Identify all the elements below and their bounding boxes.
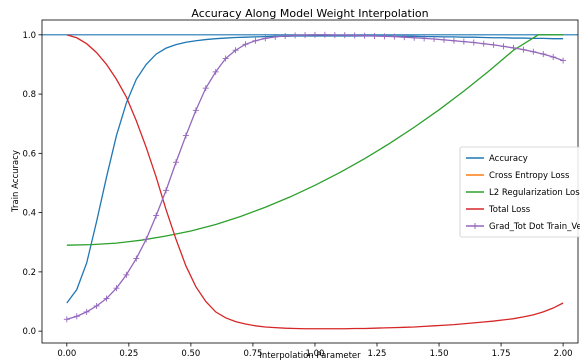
series-point [63, 316, 70, 323]
series-point [351, 32, 358, 39]
x-tick-label: 1.25 [368, 349, 387, 359]
series-point [331, 32, 338, 39]
series-point [133, 255, 140, 262]
series-point [182, 132, 189, 139]
series-point [222, 55, 229, 62]
series-point [262, 35, 269, 42]
series-line-total-loss [66, 34, 564, 330]
y-tick-label: 0.6 [22, 149, 36, 159]
series-point [143, 236, 150, 243]
series-point [480, 40, 487, 47]
series-point [292, 32, 299, 39]
series-point [103, 295, 110, 302]
series-point [530, 48, 537, 55]
series-point [93, 302, 100, 309]
series-point [83, 308, 90, 315]
y-tick-label: 0.8 [22, 90, 36, 100]
legend-entry: Accuracy [466, 154, 528, 164]
axis-ticks: 0.00 0.25 0.50 0.75 1.00 1.25 1.50 1.75 2.00 0.0 0… [22, 31, 572, 359]
y-tick-label: 0.2 [22, 268, 36, 278]
series-point [560, 57, 567, 64]
series-point [212, 68, 219, 75]
legend-label: Grad_Tot Dot Train_Vec [489, 222, 580, 232]
series-point [341, 32, 348, 39]
series-line-l2-regularization-loss [66, 34, 564, 246]
y-tick-label: 0.0 [22, 327, 36, 337]
series-point [450, 37, 457, 44]
series-point [173, 159, 179, 166]
legend-label: L2 Regularization Loss [489, 188, 580, 198]
series-point [302, 32, 309, 39]
series-point [431, 35, 438, 42]
legend-label: Total Loss [488, 205, 531, 215]
series-point [192, 107, 199, 114]
legend-entry: Grad_Tot Dot Train_Vec [466, 222, 580, 232]
series-point [311, 31, 318, 38]
x-tick-label: 1.50 [430, 349, 449, 359]
series-point [490, 41, 497, 48]
series-point [371, 33, 378, 40]
legend-label: Cross Entropy Loss [489, 171, 570, 181]
y-tick-label: 0.4 [22, 209, 36, 219]
series-point [401, 34, 408, 41]
y-tick-label: 1.0 [22, 31, 36, 41]
series-point [540, 51, 547, 58]
plot-area [41, 19, 579, 344]
x-axis-label: Interpolation Parameter [259, 351, 361, 360]
x-tick-label: 0.00 [57, 349, 76, 359]
series-point [510, 44, 517, 51]
series-point [252, 37, 259, 44]
x-tick-label: 2.00 [554, 349, 573, 359]
series-point [520, 46, 527, 53]
series-point [242, 41, 249, 48]
series-point [153, 212, 160, 219]
series-point [500, 43, 507, 50]
series-point [391, 33, 398, 40]
series-point [123, 271, 130, 278]
series-point [202, 85, 209, 92]
series-point [282, 33, 289, 40]
series-point [321, 31, 328, 38]
y-axis-label: Train Accuracy [11, 150, 21, 213]
legend-box [459, 146, 580, 238]
x-tick-label: 0.75 [243, 349, 262, 359]
series-point [460, 38, 467, 45]
x-tick-label: 0.25 [119, 349, 138, 359]
x-tick-label: 1.00 [305, 349, 324, 359]
x-tick-label: 0.50 [181, 349, 200, 359]
legend-label: Accuracy [489, 154, 528, 164]
series-point [272, 33, 279, 40]
series-point [163, 187, 170, 194]
legend-entry: Cross Entropy Loss [466, 171, 570, 181]
legend: Accuracy Cross Entropy Loss L2 Regularizat… [459, 146, 580, 238]
series-point [470, 39, 477, 46]
series-point [411, 34, 418, 41]
series-point [232, 47, 239, 54]
series-point [381, 33, 388, 40]
series-point [361, 32, 368, 39]
legend-entry: L2 Regularization Loss [466, 188, 580, 198]
legend-entry: Total Loss [466, 205, 531, 215]
series-point [441, 36, 447, 43]
x-tick-label: 1.75 [492, 349, 511, 359]
series-point [421, 35, 428, 42]
series-point [113, 285, 120, 292]
chart-title: Accuracy Along Model Weight Interpolatio… [191, 7, 428, 20]
series-point [73, 313, 80, 320]
series-point [550, 54, 557, 61]
